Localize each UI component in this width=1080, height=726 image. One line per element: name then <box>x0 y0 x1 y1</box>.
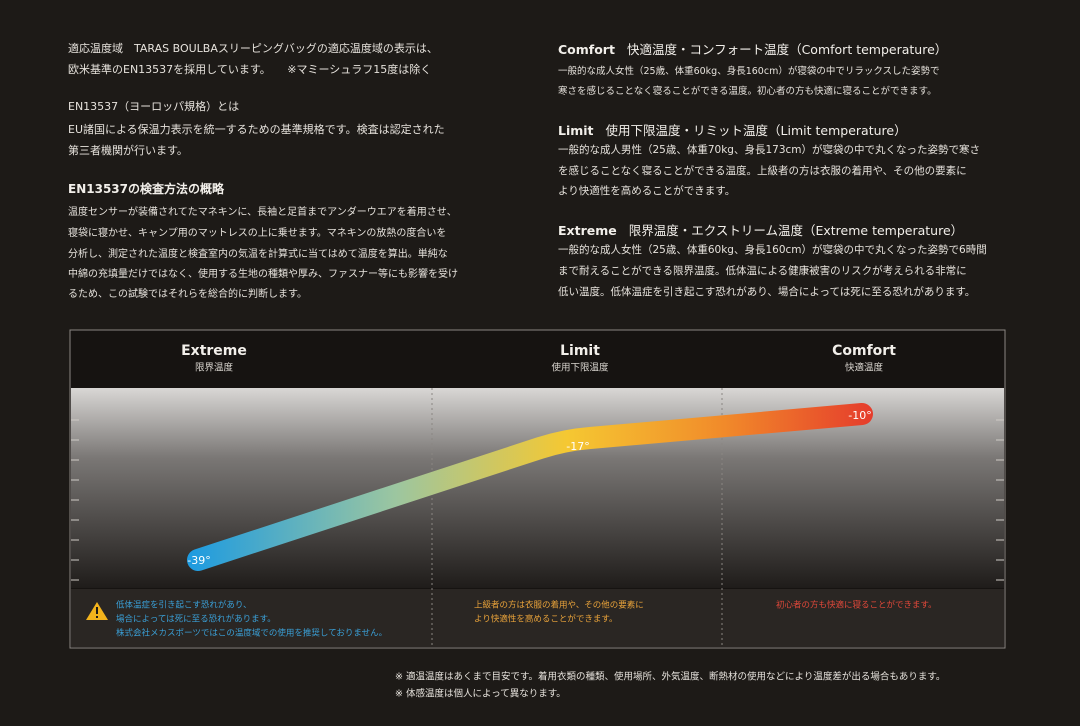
temperature-label: -17° <box>566 440 589 453</box>
note-line: 初心者の方も快適に寝ることができます。 <box>776 600 937 611</box>
edge-ticks <box>71 419 1004 581</box>
body-line: 一般的な成人女性（25歳、体重60kg、身長160cm）が寝袋の中で丸くなった姿… <box>558 244 987 256</box>
temperature-label: -39° <box>187 554 210 567</box>
column-name: Comfort <box>832 343 896 359</box>
note-line: 株式会社メカスポーツではこの温度域での使用を推奨しておりません。 <box>116 628 387 639</box>
body-line: 低い温度。低体温症を引き起こす恐れがあり、場合によっては死に至る恐れがあります。 <box>558 286 976 298</box>
column-name: Limit <box>560 343 600 359</box>
body-line: EU諸国による保温力表示を統一するための基準規格です。検査は認定された <box>68 123 445 136</box>
column-sub: 限界温度 <box>195 362 234 374</box>
body-line: 寒さを感じることなく寝ることができる温度。初心者の方も快適に寝ることができます。 <box>558 86 937 97</box>
notes-area <box>71 589 1004 647</box>
body-line: 第三者機関が行います。 <box>68 144 188 157</box>
body-line: 一般的な成人女性（25歳、体重60kg、身長160cm）が寝袋の中でリラックスし… <box>558 66 940 77</box>
body-line: 温度センサーが装備されてたマネキンに、長袖と足首までアンダーウエアを着用させ、 <box>68 207 457 218</box>
note-line: 場合によっては死に至る恐れがあります。 <box>116 614 276 625</box>
body-line: より快適性を高めることができます。 <box>558 185 736 197</box>
body-line: 分析し、測定された温度と検査室内の気温を計算式に当てはめて温度を算出。単純な <box>68 249 448 260</box>
rating-name: Extreme <box>558 223 617 238</box>
body-line: を感じることなく寝ることができる温度。上級者の方は衣服の着用や、その他の要素に <box>558 165 967 177</box>
note-line: 上級者の方は衣服の着用や、その他の要素に <box>474 600 644 611</box>
footnote: ※ 適温温度はあくまで目安です。着用衣類の種類、使用場所、外気温度、断熱材の使用… <box>395 671 945 683</box>
column-sub: 快適温度 <box>845 362 884 374</box>
intro-line: 適応温度域 TARAS BOULBAスリーピングバッグの適応温度域の表示は、 <box>68 42 438 55</box>
rating-title: 使用下限温度・リミット温度（Limit temperature） <box>605 123 907 138</box>
warning-icon <box>86 602 108 620</box>
rating-name: Limit <box>558 123 594 138</box>
rating-heading: Comfort 快適温度・コンフォート温度（Comfort temperature… <box>558 39 947 58</box>
rating-title: 快適温度・コンフォート温度（Comfort temperature） <box>626 42 948 57</box>
temperature-band <box>187 403 873 571</box>
body-line: 中綿の充填量だけではなく、使用する生地の種類や厚み、ファスナー等にも影響を受け <box>68 269 458 280</box>
body-line: まで耐えることができる限界温度。低体温による健康被害のリスクが考えられる非常に <box>558 265 967 277</box>
note-line: より快適性を高めることができます。 <box>474 614 617 625</box>
column-name: Extreme <box>181 343 247 359</box>
body-line: 一般的な成人男性（25歳、体重70kg、身長173cm）が寝袋の中で丸くなった姿… <box>558 144 981 156</box>
column-sub: 使用下限温度 <box>551 362 609 374</box>
rating-heading: Limit 使用下限温度・リミット温度（Limit temperature） <box>558 120 907 139</box>
intro-line: 欧米基準のEN13537を採用しています。 ※マミーシュラフ15度は除く <box>68 63 432 76</box>
rating-heading: Extreme 限界温度・エクストリーム温度（Extreme temperatur… <box>558 220 963 239</box>
body-line: るため、この試験ではそれらを総合的に判断します。 <box>68 289 307 300</box>
temperature-label: -10° <box>848 409 871 422</box>
section-title: EN13537（ヨーロッパ規格）とは <box>68 100 240 113</box>
rating-title: 限界温度・エクストリーム温度（Extreme temperature） <box>628 223 964 238</box>
footnote: ※ 体感温度は個人によって異なります。 <box>395 688 566 700</box>
rating-name: Comfort <box>558 42 615 57</box>
section-title: EN13537の検査方法の概略 <box>68 182 224 196</box>
note-line: 低体温症を引き起こす恐れがあり、 <box>116 600 252 611</box>
body-line: 寝袋に寝かせ、キャンプ用のマットレスの上に乗せます。マネキンの放熱の度合いを <box>68 228 447 239</box>
